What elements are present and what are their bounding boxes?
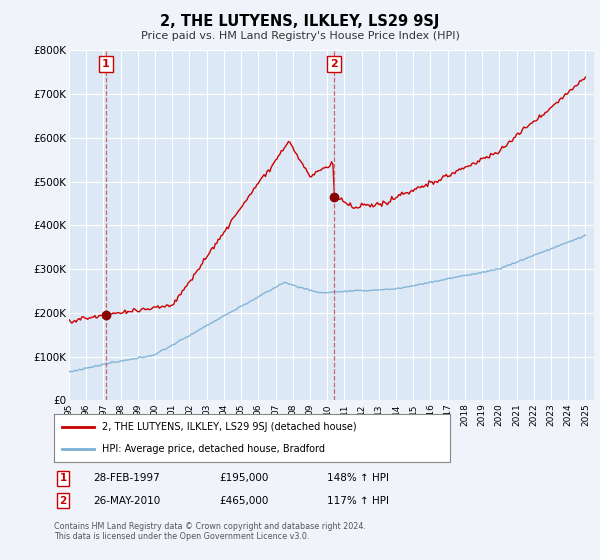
Text: 148% ↑ HPI: 148% ↑ HPI <box>327 473 389 483</box>
Text: 2, THE LUTYENS, ILKLEY, LS29 9SJ (detached house): 2, THE LUTYENS, ILKLEY, LS29 9SJ (detach… <box>101 422 356 432</box>
Text: HPI: Average price, detached house, Bradford: HPI: Average price, detached house, Brad… <box>101 444 325 454</box>
Text: 117% ↑ HPI: 117% ↑ HPI <box>327 496 389 506</box>
Text: Contains HM Land Registry data © Crown copyright and database right 2024.
This d: Contains HM Land Registry data © Crown c… <box>54 522 366 542</box>
Text: 26-MAY-2010: 26-MAY-2010 <box>93 496 160 506</box>
Text: 2, THE LUTYENS, ILKLEY, LS29 9SJ: 2, THE LUTYENS, ILKLEY, LS29 9SJ <box>160 14 440 29</box>
Text: 2: 2 <box>330 59 338 69</box>
Text: 2: 2 <box>59 496 67 506</box>
Text: 28-FEB-1997: 28-FEB-1997 <box>93 473 160 483</box>
Text: 1: 1 <box>59 473 67 483</box>
Text: £465,000: £465,000 <box>219 496 268 506</box>
Text: 1: 1 <box>102 59 110 69</box>
Text: £195,000: £195,000 <box>219 473 268 483</box>
Text: Price paid vs. HM Land Registry's House Price Index (HPI): Price paid vs. HM Land Registry's House … <box>140 31 460 41</box>
